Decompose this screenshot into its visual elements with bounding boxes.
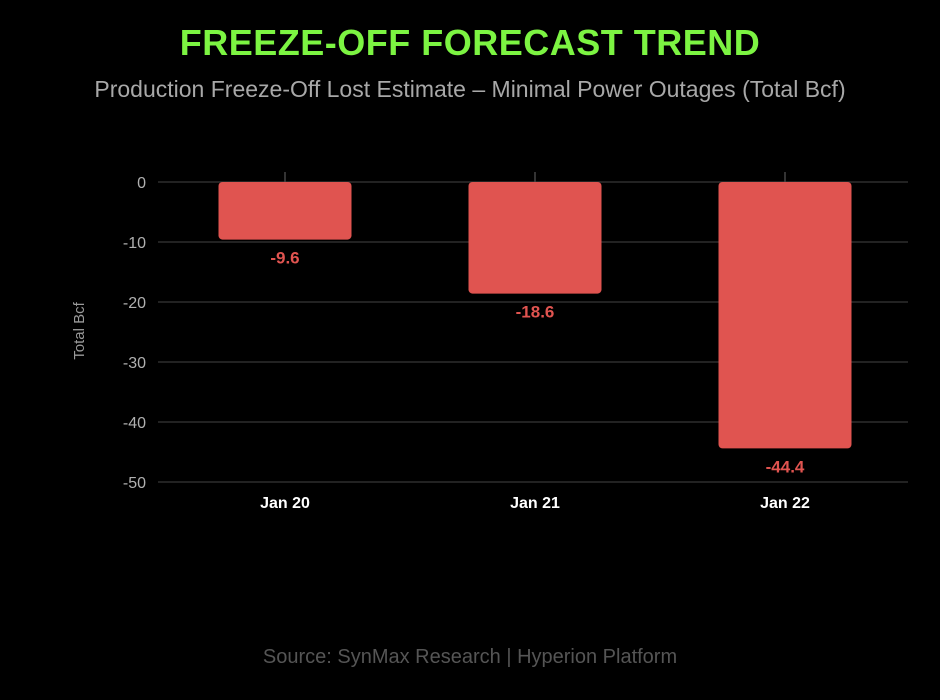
- x-axis-labels: Jan 20 Jan 21 Jan 22: [260, 495, 810, 512]
- source-note: Source: SynMax Research | Hyperion Platf…: [262, 646, 678, 668]
- data-labels: -9.6 -18.6 -44.4: [270, 249, 805, 477]
- x-tick-label: Jan 20: [260, 495, 310, 512]
- y-tick-label: 0: [137, 175, 146, 192]
- bar: [218, 182, 352, 240]
- bar: [468, 182, 602, 294]
- x-tick-label: Jan 21: [510, 495, 560, 512]
- x-axis-ticks: [284, 172, 786, 182]
- y-tick-label: -50: [123, 475, 146, 492]
- bar: [718, 182, 852, 449]
- x-tick-label: Jan 22: [760, 495, 810, 512]
- y-tick-label: -30: [123, 355, 146, 372]
- chart-subtitle: Production Freeze-Off Lost Estimate – Mi…: [94, 76, 846, 102]
- bars: [218, 182, 852, 449]
- y-axis-ticks: 0 -10 -20 -30 -40 -50: [123, 175, 146, 492]
- data-label: -18.6: [516, 303, 555, 322]
- y-tick-label: -40: [123, 415, 146, 432]
- data-label: -9.6: [270, 249, 299, 268]
- y-tick-label: -10: [123, 235, 146, 252]
- data-label: -44.4: [766, 457, 805, 476]
- chart-title: FREEZE-OFF FORECAST TREND: [179, 22, 761, 63]
- y-axis-title: Total Bcf: [71, 301, 88, 359]
- y-tick-label: -20: [123, 295, 146, 312]
